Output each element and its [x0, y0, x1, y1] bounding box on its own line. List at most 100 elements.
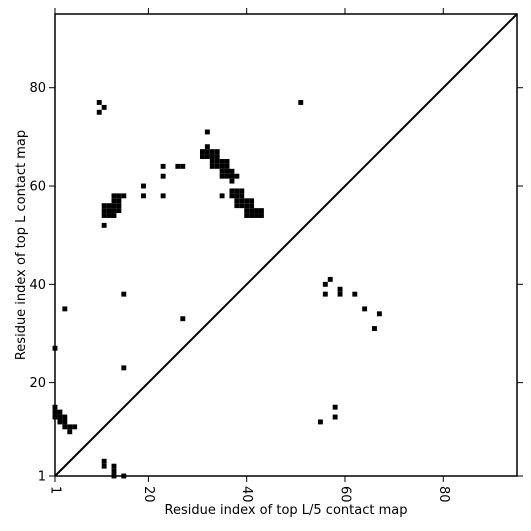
contact-cell-lower	[57, 409, 63, 415]
contact-cell-upper	[234, 173, 240, 179]
contact-cell-upper	[219, 163, 225, 169]
contact-cell-upper	[209, 154, 215, 159]
contact-cell-upper	[219, 193, 225, 199]
contact-cell-upper	[116, 203, 122, 209]
contact-cell-lower	[57, 414, 63, 420]
contact-cell-upper	[180, 163, 186, 169]
contact-cell-upper	[214, 154, 220, 159]
contact-cell-upper	[214, 158, 220, 164]
contact-cell-upper	[204, 144, 210, 150]
x-axis-label: Residue index of top L/5 contact map	[165, 503, 408, 518]
x-tick-label: 60	[337, 486, 352, 503]
contact-cell-upper	[244, 198, 250, 204]
contact-cell-upper	[219, 168, 225, 174]
contact-cell-upper	[239, 203, 245, 209]
contact-cell-upper	[160, 173, 166, 179]
contact-cell-upper	[239, 198, 245, 204]
contact-cell-lower	[327, 276, 333, 282]
contact-cell-upper	[111, 193, 117, 199]
contact-cell-upper	[160, 163, 166, 169]
contact-cell-upper	[175, 163, 181, 169]
contact-cell-upper	[258, 213, 264, 218]
contact-cell-upper	[141, 193, 146, 199]
contact-cell-lower	[72, 424, 78, 430]
contact-cell-upper	[234, 193, 240, 199]
contact-cell-upper	[229, 188, 235, 194]
contact-cell-upper	[239, 193, 245, 199]
contact-cell-upper	[249, 213, 255, 218]
contact-cell-upper	[111, 208, 117, 214]
contact-cell-upper	[180, 316, 186, 322]
contact-cell-upper	[254, 213, 259, 218]
contact-cell-upper	[62, 306, 68, 312]
contact-cell-lower	[332, 414, 338, 420]
contact-cell-upper	[209, 149, 215, 155]
contact-cell-upper	[121, 365, 127, 371]
contact-cell-upper	[199, 154, 205, 159]
contact-cell-lower	[337, 291, 343, 297]
contact-cell-upper	[111, 213, 117, 218]
contact-cell-upper	[234, 198, 240, 204]
contact-cell-lower	[101, 458, 107, 464]
x-tick-label: 1	[48, 486, 63, 494]
contact-cell-upper	[101, 213, 107, 218]
contact-cell-lower	[62, 424, 68, 430]
contact-cell-upper	[101, 222, 107, 228]
contact-marks	[52, 100, 382, 479]
contact-cell-lower	[62, 414, 68, 420]
contact-cell-upper	[106, 208, 112, 214]
y-tick-label: 1	[38, 470, 46, 485]
contact-cell-lower	[376, 311, 382, 317]
contact-cell-upper	[101, 104, 107, 110]
y-tick-label: 40	[29, 278, 46, 293]
contact-cell-upper	[96, 100, 102, 105]
contact-cell-lower	[111, 468, 117, 474]
contact-cell-upper	[204, 129, 210, 135]
contact-cell-lower	[322, 281, 328, 287]
contact-cell-upper	[234, 188, 240, 194]
contact-cell-upper	[258, 208, 264, 214]
contact-cell-lower	[332, 404, 338, 410]
contact-cell-upper	[244, 208, 250, 214]
contact-cell-lower	[362, 306, 368, 312]
contact-cell-upper	[116, 208, 122, 214]
contact-cell-upper	[229, 178, 235, 184]
contact-cell-upper	[224, 168, 230, 174]
contact-cell-upper	[101, 208, 107, 214]
x-tick-label: 80	[436, 486, 451, 503]
contact-cell-upper	[111, 203, 117, 209]
contact-cell-upper	[229, 173, 235, 179]
contact-cell-upper	[234, 203, 240, 209]
contact-cell-upper	[254, 208, 259, 214]
y-axis-label: Residue index of top L contact map	[14, 130, 29, 360]
contact-cell-upper	[111, 198, 117, 204]
contact-cell-upper	[219, 158, 225, 164]
contact-cell-upper	[121, 193, 127, 199]
contact-cell-lower	[352, 291, 358, 297]
contact-cell-upper	[101, 203, 107, 209]
contact-cell-upper	[116, 198, 122, 204]
contact-cell-upper	[141, 183, 146, 189]
contact-cell-upper	[239, 188, 245, 194]
contact-cell-upper	[214, 163, 220, 169]
contact-cell-upper	[160, 193, 166, 199]
axis-ticks: 1 20 40 60 80 1 20 40 60 80	[29, 8, 523, 503]
contact-cell-upper	[219, 173, 225, 179]
contact-cell-upper	[224, 173, 230, 179]
contact-cell-upper	[96, 109, 102, 115]
contact-cell-upper	[204, 149, 210, 155]
contact-cell-upper	[224, 163, 230, 169]
y-tick-label: 20	[29, 376, 46, 391]
contact-cell-lower	[111, 463, 117, 469]
contact-cell-upper	[214, 149, 220, 155]
contact-cell-upper	[229, 168, 235, 174]
contact-cell-upper	[229, 193, 235, 199]
diagonal-line	[54, 13, 518, 477]
contact-cell-upper	[244, 203, 250, 209]
contact-cell-lower	[62, 419, 68, 425]
x-tick-label: 20	[141, 486, 156, 503]
contact-cell-lower	[67, 429, 73, 435]
contact-cell-upper	[209, 158, 215, 164]
contact-cell-upper	[209, 163, 215, 169]
